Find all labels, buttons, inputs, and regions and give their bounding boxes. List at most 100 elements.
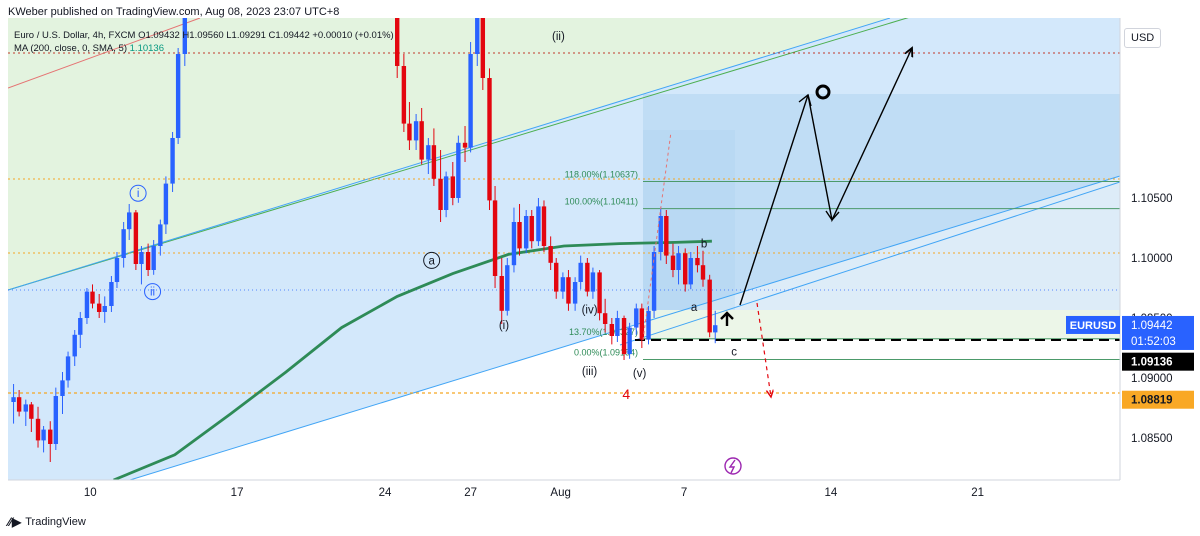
tradingview-logo: ⁄⁄▶ TradingView: [8, 515, 86, 529]
candle-body: [529, 216, 534, 242]
target-circle-icon: [815, 84, 831, 100]
candle-body: [133, 212, 139, 264]
symbol-tag: [1066, 315, 1120, 334]
level-price-tag: [1122, 352, 1194, 371]
wave-label: (i): [499, 320, 509, 332]
candle-body: [29, 404, 34, 419]
candle-body: [487, 78, 492, 201]
price-tick-label: 1.10500: [1131, 193, 1173, 205]
plot-area[interactable]: 118.00%(1.10637) 100.00%(1.10411) 13.70%(1…: [8, 0, 1120, 480]
flash-event-icon[interactable]: [724, 457, 742, 475]
wave-label: a: [691, 302, 698, 314]
time-tick-label: 24: [379, 487, 392, 499]
candle-body: [127, 212, 132, 230]
level-price-tag: [1122, 390, 1194, 409]
fib-lower-box: [643, 310, 1120, 340]
candle-body: [413, 121, 419, 141]
candle-body: [707, 279, 712, 333]
candle-body: [151, 246, 156, 270]
ma-legend-value: 1.10136: [129, 43, 164, 54]
candle-body: [23, 404, 28, 412]
wave-label: i: [137, 188, 140, 200]
fib-diagonal: [642, 131, 672, 341]
time-tick-label: 21: [971, 487, 984, 499]
tradingview-logo-icon: ⁄⁄▶: [8, 515, 22, 529]
ma200-line: [113, 239, 712, 480]
candle-body: [468, 54, 473, 148]
candle-body: [572, 282, 578, 304]
wave-label: ii: [150, 287, 155, 299]
blue-channel-top: [8, 18, 891, 291]
candle-body: [683, 253, 688, 285]
candle-body: [585, 262, 590, 292]
symbol-legend: Euro / U.S. Dollar, 4h, FXCM O1.09432 H1…: [14, 30, 394, 41]
fib-upper-box: [643, 94, 1120, 310]
time-axis[interactable]: 10 17 24 27 Aug 7 14 21: [84, 487, 984, 499]
flash-event-glyph: [728, 459, 736, 474]
candle-body: [41, 429, 46, 441]
candle-body: [590, 272, 596, 292]
candle-body: [401, 66, 407, 124]
price-tick-label: 1.08500: [1131, 433, 1173, 445]
time-tick-label: 7: [681, 487, 687, 499]
candle-body: [462, 142, 468, 148]
candle-body: [517, 222, 522, 249]
projection-mark-2: [825, 210, 840, 222]
wave-label-circle: [144, 283, 162, 301]
candle-body: [602, 313, 608, 324]
candle-body: [53, 396, 59, 444]
candle-body: [566, 277, 571, 304]
projection-path: [739, 48, 912, 306]
candle-body: [578, 262, 583, 282]
candlesticks: [11, 18, 718, 462]
candle-body: [548, 246, 553, 263]
candle-body: [651, 252, 657, 311]
candle-body: [11, 397, 16, 402]
candle-body: [523, 216, 529, 249]
candle-body: [431, 145, 437, 179]
time-tick-label: 27: [464, 487, 477, 499]
candle-body: [621, 318, 627, 354]
candle-body: [16, 397, 22, 412]
wave-label: 4: [622, 386, 630, 402]
candle-body: [114, 258, 120, 282]
fib-level-label: 100.00%(1.10411): [565, 197, 638, 207]
currency-button[interactable]: USD: [1124, 28, 1162, 48]
candle-body: [170, 138, 175, 184]
wave-label: a: [428, 255, 435, 267]
candle-body: [65, 356, 71, 381]
publisher-caption: KWeber published on TradingView.com, Aug…: [8, 6, 340, 18]
candle-body: [609, 324, 615, 336]
fib-level-label: 0.00%(1.09154): [574, 348, 638, 358]
candle-body: [615, 318, 620, 336]
candle-body: [139, 252, 144, 264]
candle-body: [407, 123, 412, 141]
wave-label: (ii): [552, 31, 565, 43]
ma-legend: MA (200, close, 0, SMA, 5) 1.10136: [14, 43, 164, 54]
candle-body: [664, 216, 669, 256]
candle-body: [658, 216, 663, 252]
last-price-value: 1.09442: [1131, 320, 1173, 332]
candle-body: [670, 255, 676, 270]
candle-body: [90, 291, 95, 304]
candle-body: [84, 291, 90, 318]
candle-body: [688, 258, 693, 285]
wave-label: c: [731, 347, 737, 359]
price-tick-label: 1.09000: [1131, 373, 1173, 385]
candle-body: [639, 308, 645, 340]
time-tick-label: 17: [231, 487, 244, 499]
symbol-tag-label: EURUSD: [1070, 320, 1117, 332]
candle-body: [456, 142, 461, 198]
green-channel-top: [8, 18, 909, 291]
wave-label-circle: [423, 251, 441, 269]
candle-body: [182, 18, 188, 54]
candle-body: [511, 222, 517, 266]
wave-label: (iv): [582, 305, 598, 317]
candle-body: [35, 418, 41, 441]
candle-body: [554, 262, 559, 292]
tradingview-brand: TradingView: [25, 516, 86, 528]
candle-body: [541, 206, 547, 246]
fib-levels: 118.00%(1.10637) 100.00%(1.10411) 13.70%(1…: [565, 170, 1120, 361]
